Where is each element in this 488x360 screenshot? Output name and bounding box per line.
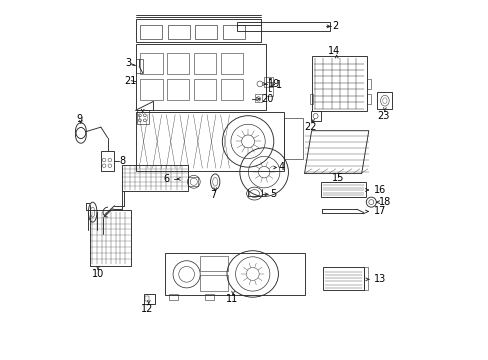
Bar — [200, 256, 228, 271]
Bar — [366, 94, 370, 104]
Bar — [323, 267, 364, 290]
Text: 16: 16 — [373, 185, 385, 195]
Bar — [321, 182, 365, 197]
Bar — [136, 110, 149, 123]
Text: 17: 17 — [373, 206, 386, 216]
Bar — [193, 79, 216, 100]
Bar — [311, 56, 366, 111]
Bar — [222, 24, 244, 39]
Text: 7: 7 — [210, 190, 216, 200]
Bar — [135, 19, 260, 42]
Bar — [309, 94, 312, 104]
Bar — [166, 53, 189, 74]
Bar — [101, 152, 114, 171]
Bar — [140, 24, 162, 39]
Bar — [205, 294, 214, 300]
Text: 10: 10 — [92, 269, 104, 279]
Bar — [135, 59, 143, 73]
Text: 4: 4 — [278, 162, 284, 172]
Text: 19: 19 — [267, 79, 280, 89]
Bar — [135, 44, 265, 111]
Bar — [220, 79, 243, 100]
Bar — [122, 165, 188, 192]
Text: 6: 6 — [163, 174, 169, 184]
Bar — [90, 210, 131, 266]
Bar — [220, 53, 243, 74]
Text: 5: 5 — [270, 189, 276, 199]
Bar — [254, 94, 262, 102]
Bar — [143, 294, 155, 304]
Bar — [135, 112, 283, 171]
Bar — [366, 79, 370, 89]
Text: 18: 18 — [378, 197, 390, 207]
Bar — [193, 53, 216, 74]
Bar — [166, 79, 189, 100]
Bar — [167, 24, 189, 39]
Bar — [237, 22, 329, 31]
Text: 22: 22 — [304, 122, 316, 132]
Bar — [188, 177, 198, 186]
Text: 14: 14 — [328, 46, 340, 56]
Text: 11: 11 — [225, 294, 238, 304]
Bar — [364, 267, 367, 290]
Text: 13: 13 — [373, 274, 385, 284]
Text: 23: 23 — [376, 111, 388, 121]
Text: 1: 1 — [275, 80, 282, 90]
Bar — [140, 53, 163, 74]
Bar — [283, 118, 303, 159]
Bar — [200, 275, 228, 292]
Text: 2: 2 — [331, 21, 338, 31]
Bar — [140, 79, 163, 100]
Bar — [169, 294, 178, 300]
Bar — [264, 77, 272, 87]
Bar — [265, 82, 272, 96]
Text: 15: 15 — [331, 173, 344, 183]
Bar — [195, 24, 217, 39]
Text: 3: 3 — [124, 58, 131, 68]
Bar — [165, 253, 304, 295]
Bar — [377, 92, 391, 109]
Text: 9: 9 — [76, 113, 82, 123]
Bar — [310, 111, 320, 121]
Text: 20: 20 — [261, 94, 273, 104]
Text: 12: 12 — [141, 303, 153, 314]
Text: 21: 21 — [124, 76, 136, 86]
Text: 8: 8 — [119, 157, 125, 166]
Bar — [145, 296, 149, 301]
